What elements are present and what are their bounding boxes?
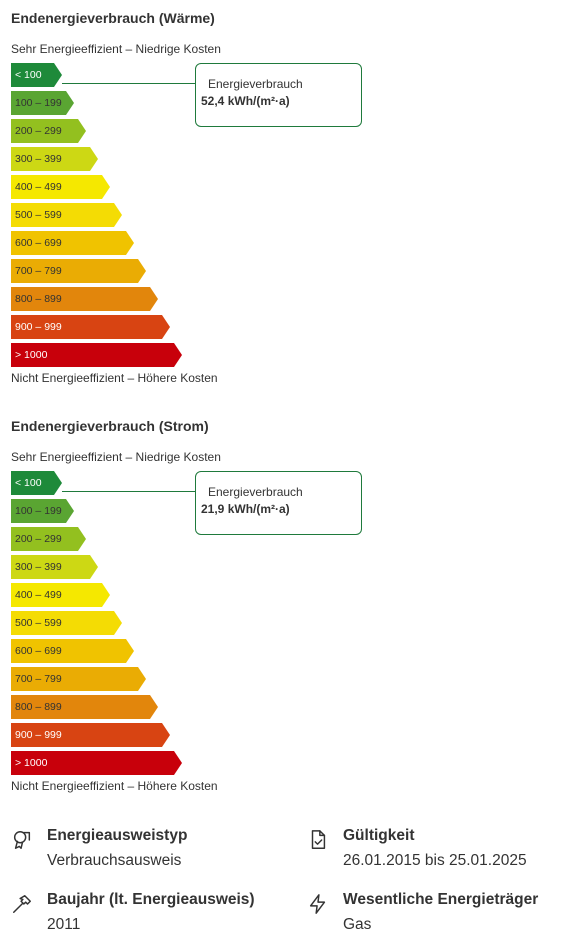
section-title: Endenergieverbrauch (Wärme) [11,10,215,26]
energy-class-bar: 500 – 599 [11,203,122,227]
energy-class-bar: 100 – 199 [11,91,74,115]
detail-label: Energieausweistyp [47,827,188,844]
energy-class-bar: 900 – 999 [11,723,170,747]
energy-class-bar: 700 – 799 [11,667,146,691]
energy-class-bar: 700 – 799 [11,259,146,283]
detail-label: Gültigkeit [343,827,415,844]
callout-connector-line [62,491,196,492]
callout-label: Energieverbrauch [208,77,303,91]
detail-label: Baujahr (lt. Energieausweis) [47,891,255,908]
energy-class-bar: 400 – 499 [11,175,110,199]
hammer-icon [13,895,31,913]
energy-section-heat: Endenergieverbrauch (Wärme) Sehr Energie… [0,10,582,388]
energy-class-bar: 800 – 899 [11,287,158,311]
detail-value: Verbrauchsausweis [47,852,182,869]
energy-class-bar: < 100 [11,471,62,495]
energy-class-bar: 300 – 399 [11,147,98,171]
energy-class-bar: 400 – 499 [11,583,110,607]
energy-class-bar: 600 – 699 [11,231,134,255]
energy-class-bar: 900 – 999 [11,315,170,339]
energy-class-bar: > 1000 [11,751,182,775]
energy-class-bar: 200 – 299 [11,527,86,551]
energy-section-electricity: Endenergieverbrauch (Strom) Sehr Energie… [0,418,582,796]
bottom-efficiency-label: Nicht Energieeffizient – Höhere Kosten [11,371,218,385]
top-efficiency-label: Sehr Energieeffizient – Niedrige Kosten [11,450,221,464]
callout-value: 21,9 kWh/(m²·a) [201,502,290,516]
top-efficiency-label: Sehr Energieeffizient – Niedrige Kosten [11,42,221,56]
bottom-efficiency-label: Nicht Energieeffizient – Höhere Kosten [11,779,218,793]
document-check-icon [311,830,326,849]
energy-class-bar: 300 – 399 [11,555,98,579]
energy-class-bar: 100 – 199 [11,499,74,523]
energy-value-callout: Energieverbrauch 52,4 kWh/(m²·a) [195,63,362,127]
energy-class-bar: 800 – 899 [11,695,158,719]
energy-value-callout: Energieverbrauch 21,9 kWh/(m²·a) [195,471,362,535]
lightning-bolt-icon [309,894,326,914]
section-title: Endenergieverbrauch (Strom) [11,418,209,434]
energy-class-bar: 200 – 299 [11,119,86,143]
certificate-badge-icon [13,831,31,849]
callout-value: 52,4 kWh/(m²·a) [201,94,290,108]
energy-class-bar: 600 – 699 [11,639,134,663]
callout-label: Energieverbrauch [208,485,303,499]
detail-label: Wesentliche Energieträger [343,891,539,908]
detail-value: Gas [343,916,372,933]
energy-class-bar: < 100 [11,63,62,87]
energy-class-bar: > 1000 [11,343,182,367]
detail-value: 2011 [47,916,81,933]
detail-value: 26.01.2015 bis 25.01.2025 [343,852,527,869]
energy-class-bar: 500 – 599 [11,611,122,635]
callout-connector-line [62,83,196,84]
